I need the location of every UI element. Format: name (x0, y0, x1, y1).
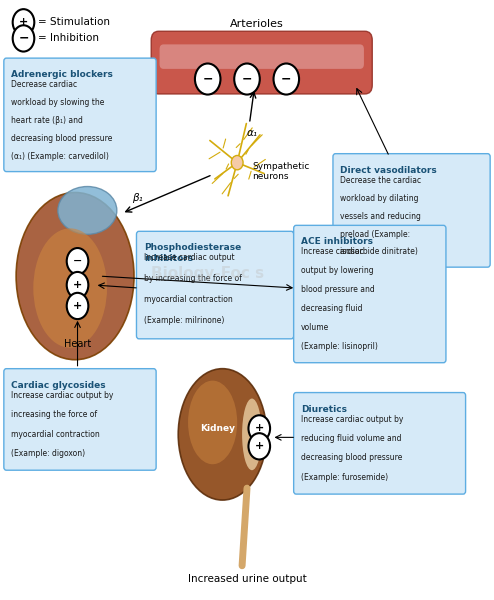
Text: = Stimulation: = Stimulation (38, 17, 110, 27)
Text: decreasing blood pressure: decreasing blood pressure (301, 454, 403, 463)
Circle shape (67, 293, 88, 319)
Text: Heart: Heart (64, 339, 91, 349)
Text: Sympathetic
neurons: Sympathetic neurons (252, 162, 309, 181)
Text: heart rate (β₁) and: heart rate (β₁) and (11, 116, 83, 125)
Circle shape (234, 64, 260, 95)
Text: Increase cardiac output by: Increase cardiac output by (11, 391, 114, 400)
Text: Kidney: Kidney (200, 424, 235, 433)
Text: decreasing fluid: decreasing fluid (301, 304, 363, 313)
Text: +: + (73, 301, 82, 311)
Text: workload by slowing the: workload by slowing the (11, 98, 105, 107)
Text: volume: volume (301, 323, 329, 332)
Circle shape (231, 155, 243, 170)
Circle shape (13, 25, 34, 52)
Text: Decrease cardiac: Decrease cardiac (11, 80, 78, 89)
Circle shape (67, 248, 88, 274)
Text: −: − (242, 73, 252, 86)
Text: Biology-Foc s: Biology-Foc s (151, 266, 264, 281)
FancyBboxPatch shape (293, 226, 446, 363)
FancyBboxPatch shape (4, 58, 156, 172)
Circle shape (274, 64, 299, 95)
Text: isosorbide dinitrate): isosorbide dinitrate) (340, 247, 418, 256)
Circle shape (195, 64, 220, 95)
Circle shape (248, 415, 270, 442)
Ellipse shape (33, 229, 107, 348)
Text: Decrease the cardiac: Decrease the cardiac (340, 176, 421, 185)
Text: +: + (254, 424, 264, 433)
Text: ACE inhibitors: ACE inhibitors (301, 237, 373, 246)
Text: Arterioles: Arterioles (230, 19, 284, 29)
Text: preload (Example:: preload (Example: (340, 230, 411, 239)
FancyBboxPatch shape (151, 31, 372, 94)
FancyBboxPatch shape (160, 44, 364, 69)
Text: Increase cardiac: Increase cardiac (301, 247, 364, 256)
Ellipse shape (188, 380, 237, 464)
Text: myocardial contraction: myocardial contraction (144, 295, 233, 304)
Text: (α₁) (Example: carvedilol): (α₁) (Example: carvedilol) (11, 152, 109, 161)
Circle shape (67, 272, 88, 298)
Text: Direct vasodilators: Direct vasodilators (340, 166, 437, 175)
Text: −: − (73, 256, 82, 266)
Text: = Inhibition: = Inhibition (38, 34, 99, 43)
Ellipse shape (58, 187, 117, 235)
Circle shape (13, 9, 34, 35)
Text: α₁: α₁ (247, 128, 258, 138)
Text: reducing fluid volume and: reducing fluid volume and (301, 434, 402, 443)
Text: Cardiac glycosides: Cardiac glycosides (11, 380, 106, 389)
Text: (Example: furosemide): (Example: furosemide) (301, 473, 388, 482)
Text: −: − (203, 73, 213, 86)
Ellipse shape (16, 193, 134, 360)
Text: by increasing the force of: by increasing the force of (144, 274, 242, 283)
Text: β₁: β₁ (131, 193, 142, 203)
Text: −: − (18, 32, 29, 45)
Text: workload by dilating: workload by dilating (340, 194, 419, 203)
Circle shape (248, 433, 270, 460)
Text: +: + (254, 442, 264, 451)
Text: output by lowering: output by lowering (301, 266, 373, 275)
Text: Increased urine output: Increased urine output (188, 574, 306, 584)
Text: (Example: lisinopril): (Example: lisinopril) (301, 342, 378, 351)
FancyBboxPatch shape (4, 368, 156, 470)
Text: Phosphodiesterase
inhibitors: Phosphodiesterase inhibitors (144, 243, 241, 263)
Text: decreasing blood pressure: decreasing blood pressure (11, 134, 113, 143)
Ellipse shape (178, 368, 267, 500)
FancyBboxPatch shape (333, 154, 490, 267)
Ellipse shape (242, 398, 262, 470)
Text: (Example: digoxon): (Example: digoxon) (11, 449, 85, 458)
Text: blood pressure and: blood pressure and (301, 285, 375, 294)
Text: Diuretics: Diuretics (301, 404, 347, 413)
FancyBboxPatch shape (136, 232, 293, 339)
Text: Increase cardiac output by: Increase cardiac output by (301, 415, 404, 424)
Text: +: + (19, 17, 28, 27)
Text: (Example: milrinone): (Example: milrinone) (144, 316, 224, 325)
Text: +: + (73, 280, 82, 290)
Text: vessels and reducing: vessels and reducing (340, 212, 421, 221)
Text: Increase cardiac output: Increase cardiac output (144, 253, 235, 262)
FancyBboxPatch shape (293, 392, 465, 494)
Text: increasing the force of: increasing the force of (11, 410, 97, 419)
Text: −: − (281, 73, 291, 86)
Text: myocardial contraction: myocardial contraction (11, 430, 100, 439)
Text: Adrenergic blockers: Adrenergic blockers (11, 70, 113, 79)
